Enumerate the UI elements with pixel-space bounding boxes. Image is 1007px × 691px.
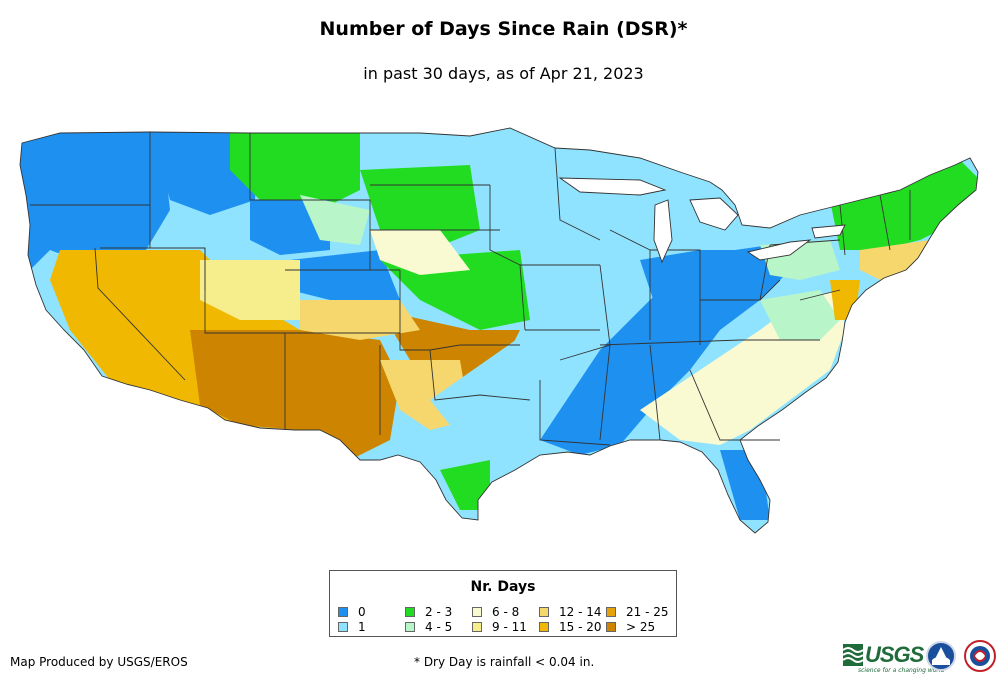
usgs-logo[interactable]: USGS [842,642,924,668]
legend-item: 1 [338,620,366,634]
map-credit: Map Produced by USGS/EROS [10,655,188,669]
legend-item: 12 - 14 [539,605,602,619]
legend-label: 15 - 20 [559,620,602,634]
dsr-colored-regions [20,128,978,533]
legend-label: 4 - 5 [425,620,453,634]
legend-item: 21 - 25 [606,605,669,619]
usgs-wordmark: USGS [865,642,924,667]
legend-swatch [539,622,549,632]
legend-item: 2 - 3 [405,605,452,619]
nws-logo[interactable] [964,640,996,672]
legend-swatch [472,607,482,617]
great-lakes [558,177,846,264]
legend-label: 2 - 3 [425,605,453,619]
legend-label: 12 - 14 [559,605,602,619]
noaa-emblem-icon [929,644,953,668]
legend-swatch [405,622,415,632]
legend-swatch [338,622,348,632]
legend-item: 15 - 20 [539,620,602,634]
legend-swatch [338,607,348,617]
legend-label: 6 - 8 [492,605,520,619]
legend-item: 0 [338,605,366,619]
legend-swatch [472,622,482,632]
legend-item: > 25 [606,620,655,634]
nws-emblem-icon [970,646,990,666]
usgs-wave-icon [842,644,864,666]
legend-item: 4 - 5 [405,620,452,634]
legend-label: 0 [358,605,366,619]
legend-item: 9 - 11 [472,620,527,634]
map-subtitle: in past 30 days, as of Apr 21, 2023 [363,64,644,83]
usgs-tagline: science for a changing world [858,667,945,674]
legend-label: 1 [358,620,366,634]
legend-box: Nr. Days 0 1 2 - 3 4 - 5 6 - 8 9 - 11 12… [329,570,677,637]
legend-swatch [606,607,616,617]
legend-title: Nr. Days [470,579,536,595]
legend-label: > 25 [626,620,656,634]
noaa-logo[interactable] [926,641,956,671]
legend-swatch [606,622,616,632]
legend-item: 6 - 8 [472,605,519,619]
legend-swatch [539,607,549,617]
map-title: Number of Days Since Rain (DSR)* [319,18,688,40]
dry-day-footnote: * Dry Day is rainfall < 0.04 in. [414,655,595,669]
legend-label: 21 - 25 [626,605,669,619]
legend-label: 9 - 11 [492,620,527,634]
legend-swatch [405,607,415,617]
